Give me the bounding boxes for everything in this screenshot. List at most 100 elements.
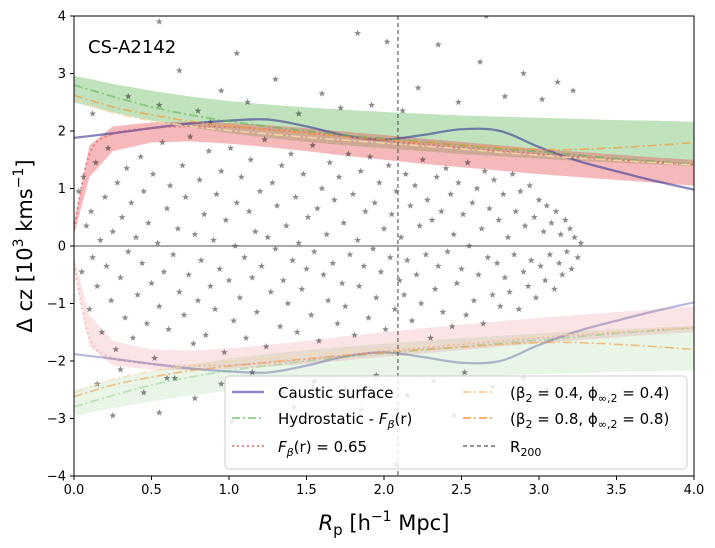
galaxy-point bbox=[478, 225, 486, 232]
legend-entry-beta08: (β2 = 0.8, ϕ∞,2 = 0.8) bbox=[463, 410, 669, 431]
galaxy-point bbox=[189, 340, 197, 347]
galaxy-point bbox=[124, 248, 132, 255]
galaxy-point bbox=[377, 268, 385, 275]
galaxy-point bbox=[484, 16, 489, 19]
galaxy-point bbox=[295, 239, 303, 247]
galaxy-point bbox=[174, 225, 182, 232]
galaxy-point bbox=[242, 334, 250, 341]
galaxy-point bbox=[310, 248, 318, 255]
galaxy-point bbox=[489, 291, 496, 298]
galaxy-point bbox=[233, 49, 241, 57]
galaxy-point bbox=[101, 193, 109, 201]
galaxy-point bbox=[408, 317, 416, 324]
galaxy-point bbox=[496, 302, 504, 310]
galaxy-point bbox=[220, 348, 228, 356]
galaxy-point bbox=[552, 207, 560, 215]
galaxy-point bbox=[89, 253, 97, 261]
galaxy-point bbox=[93, 282, 101, 290]
x-tick-label: 1.5 bbox=[296, 483, 317, 498]
galaxy-point bbox=[453, 279, 461, 287]
galaxy-point bbox=[103, 262, 110, 270]
galaxy-point bbox=[366, 153, 374, 160]
galaxy-point bbox=[225, 276, 233, 284]
legend-entry-r200: R200 bbox=[463, 438, 541, 459]
galaxy-point bbox=[163, 205, 171, 212]
galaxy-point bbox=[112, 345, 120, 353]
galaxy-point bbox=[197, 256, 205, 264]
galaxy-point bbox=[369, 245, 377, 252]
galaxy-point bbox=[461, 368, 469, 376]
legend-label-beta04: (β2 = 0.4, ϕ∞,2 = 0.4) bbox=[510, 384, 669, 405]
galaxy-point bbox=[213, 190, 221, 198]
galaxy-point bbox=[124, 92, 132, 100]
x-tick-label: 2.5 bbox=[451, 483, 472, 498]
galaxy-point bbox=[144, 219, 152, 226]
galaxy-point bbox=[403, 256, 411, 264]
galaxy-point bbox=[298, 285, 306, 293]
galaxy-point bbox=[427, 334, 434, 341]
galaxy-point bbox=[138, 259, 146, 267]
reference-lines bbox=[74, 16, 694, 476]
fbeta-curve-upper bbox=[74, 125, 694, 229]
galaxy-point bbox=[163, 374, 171, 382]
legend-label-beta08: (β2 = 0.8, ϕ∞,2 = 0.8) bbox=[510, 410, 669, 431]
galaxy-point bbox=[330, 196, 338, 203]
galaxy-point bbox=[117, 366, 124, 373]
galaxy-point bbox=[109, 412, 117, 419]
galaxy-point bbox=[158, 138, 166, 146]
galaxy-point bbox=[160, 268, 168, 275]
galaxy-point bbox=[530, 213, 538, 221]
galaxy-point bbox=[171, 374, 179, 382]
galaxy-point bbox=[258, 262, 265, 270]
galaxy-point bbox=[211, 305, 219, 313]
galaxy-point bbox=[89, 110, 97, 117]
galaxy-point bbox=[442, 164, 450, 172]
galaxy-point bbox=[248, 368, 256, 376]
galaxy-point bbox=[216, 265, 224, 272]
x-axis-label: Rp [h−1 Mpc] bbox=[319, 509, 450, 539]
galaxy-point bbox=[191, 394, 199, 402]
y-axis-label: Δ cz [103 kms−1] bbox=[11, 159, 37, 332]
galaxy-point bbox=[515, 305, 523, 313]
galaxy-point bbox=[117, 274, 124, 281]
legend: Caustic surface Hydrostatic - Fβ(r) Fβ(r… bbox=[224, 375, 688, 470]
galaxy-point bbox=[537, 262, 544, 270]
galaxy-point bbox=[448, 322, 456, 330]
galaxy-point bbox=[431, 285, 439, 293]
galaxy-point bbox=[303, 265, 310, 272]
galaxy-point bbox=[484, 253, 492, 261]
galaxy-point bbox=[510, 251, 518, 258]
galaxy-point bbox=[200, 210, 208, 218]
galaxy-point bbox=[202, 331, 210, 339]
galaxy-point bbox=[86, 305, 93, 313]
y-tick-label: −2 bbox=[47, 355, 66, 370]
galaxy-point bbox=[428, 216, 436, 224]
galaxy-point bbox=[411, 182, 419, 189]
galaxy-point bbox=[237, 173, 245, 180]
galaxy-point bbox=[561, 216, 569, 224]
galaxy-point bbox=[326, 159, 334, 166]
galaxy-point bbox=[217, 87, 225, 94]
galaxy-point bbox=[123, 164, 131, 172]
scatter-points bbox=[75, 16, 585, 468]
x-tick-label: 4.0 bbox=[684, 483, 705, 498]
galaxy-point bbox=[289, 256, 296, 264]
y-tick-label: 0 bbox=[58, 240, 66, 255]
galaxy-point bbox=[87, 207, 95, 215]
galaxy-point bbox=[402, 170, 410, 178]
galaxy-point bbox=[313, 205, 321, 212]
galaxy-point bbox=[78, 268, 86, 275]
galaxy-point bbox=[388, 210, 396, 218]
galaxy-point bbox=[341, 302, 349, 310]
galaxy-point bbox=[450, 230, 458, 238]
galaxy-point bbox=[416, 222, 424, 229]
galaxy-point bbox=[439, 308, 447, 316]
galaxy-point bbox=[344, 150, 352, 157]
galaxy-point bbox=[149, 170, 157, 178]
galaxy-point bbox=[276, 322, 284, 330]
galaxy-point bbox=[368, 101, 376, 109]
galaxy-point bbox=[320, 271, 327, 278]
galaxy-point bbox=[414, 84, 422, 91]
galaxy-point bbox=[551, 285, 558, 293]
galaxy-point bbox=[205, 147, 213, 155]
